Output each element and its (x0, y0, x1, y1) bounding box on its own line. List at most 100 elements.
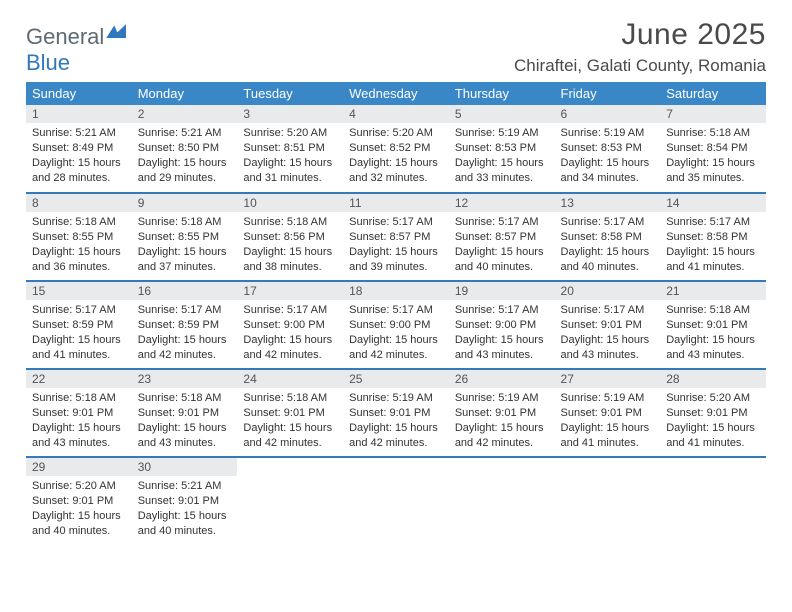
sunset-line: Sunset: 9:01 PM (32, 406, 126, 421)
weekday-header-row: SundayMondayTuesdayWednesdayThursdayFrid… (26, 82, 766, 105)
day-details: Sunrise: 5:17 AMSunset: 8:59 PMDaylight:… (26, 300, 132, 366)
weekday-header: Thursday (449, 82, 555, 105)
day-number: 13 (555, 194, 661, 212)
sunrise-line: Sunrise: 5:20 AM (666, 391, 760, 406)
day-details: Sunrise: 5:18 AMSunset: 9:01 PMDaylight:… (660, 300, 766, 366)
day-number: 15 (26, 282, 132, 300)
day-details: Sunrise: 5:21 AMSunset: 9:01 PMDaylight:… (132, 476, 238, 542)
sunset-line: Sunset: 8:59 PM (32, 318, 126, 333)
sunrise-line: Sunrise: 5:17 AM (32, 303, 126, 318)
sunset-line: Sunset: 9:01 PM (349, 406, 443, 421)
sunset-line: Sunset: 9:00 PM (243, 318, 337, 333)
daylight-line: Daylight: 15 hours and 35 minutes. (666, 156, 760, 186)
sunrise-line: Sunrise: 5:17 AM (561, 215, 655, 230)
day-number: 27 (555, 370, 661, 388)
day-number: 12 (449, 194, 555, 212)
sunrise-line: Sunrise: 5:19 AM (349, 391, 443, 406)
calendar-cell: 24Sunrise: 5:18 AMSunset: 9:01 PMDayligh… (237, 369, 343, 457)
daylight-line: Daylight: 15 hours and 34 minutes. (561, 156, 655, 186)
day-number: 19 (449, 282, 555, 300)
calendar-cell (555, 457, 661, 545)
calendar-cell: 12Sunrise: 5:17 AMSunset: 8:57 PMDayligh… (449, 193, 555, 281)
day-number: 23 (132, 370, 238, 388)
sunrise-line: Sunrise: 5:17 AM (561, 303, 655, 318)
calendar-cell: 2Sunrise: 5:21 AMSunset: 8:50 PMDaylight… (132, 105, 238, 193)
day-details: Sunrise: 5:17 AMSunset: 8:58 PMDaylight:… (660, 212, 766, 278)
day-number: 3 (237, 105, 343, 123)
day-details: Sunrise: 5:17 AMSunset: 9:00 PMDaylight:… (237, 300, 343, 366)
header: General Blue June 2025 Chiraftei, Galati… (26, 18, 766, 76)
day-details: Sunrise: 5:19 AMSunset: 8:53 PMDaylight:… (555, 123, 661, 189)
calendar-cell: 21Sunrise: 5:18 AMSunset: 9:01 PMDayligh… (660, 281, 766, 369)
daylight-line: Daylight: 15 hours and 33 minutes. (455, 156, 549, 186)
calendar-cell: 4Sunrise: 5:20 AMSunset: 8:52 PMDaylight… (343, 105, 449, 193)
sunset-line: Sunset: 8:58 PM (561, 230, 655, 245)
calendar-cell: 25Sunrise: 5:19 AMSunset: 9:01 PMDayligh… (343, 369, 449, 457)
day-details: Sunrise: 5:19 AMSunset: 9:01 PMDaylight:… (343, 388, 449, 454)
sunrise-line: Sunrise: 5:18 AM (666, 126, 760, 141)
daylight-line: Daylight: 15 hours and 40 minutes. (32, 509, 126, 539)
month-title: June 2025 (514, 18, 766, 52)
calendar-cell: 30Sunrise: 5:21 AMSunset: 9:01 PMDayligh… (132, 457, 238, 545)
day-details: Sunrise: 5:17 AMSunset: 9:00 PMDaylight:… (449, 300, 555, 366)
day-details: Sunrise: 5:20 AMSunset: 8:52 PMDaylight:… (343, 123, 449, 189)
day-details: Sunrise: 5:17 AMSunset: 8:58 PMDaylight:… (555, 212, 661, 278)
calendar-cell (660, 457, 766, 545)
sunrise-line: Sunrise: 5:20 AM (243, 126, 337, 141)
day-details: Sunrise: 5:18 AMSunset: 9:01 PMDaylight:… (132, 388, 238, 454)
title-block: June 2025 Chiraftei, Galati County, Roma… (514, 18, 766, 76)
calendar-cell: 1Sunrise: 5:21 AMSunset: 8:49 PMDaylight… (26, 105, 132, 193)
weekday-header: Tuesday (237, 82, 343, 105)
daylight-line: Daylight: 15 hours and 29 minutes. (138, 156, 232, 186)
sunrise-line: Sunrise: 5:17 AM (243, 303, 337, 318)
sunrise-line: Sunrise: 5:17 AM (138, 303, 232, 318)
calendar-cell: 16Sunrise: 5:17 AMSunset: 8:59 PMDayligh… (132, 281, 238, 369)
sunset-line: Sunset: 8:54 PM (666, 141, 760, 156)
daylight-line: Daylight: 15 hours and 42 minutes. (243, 333, 337, 363)
daylight-line: Daylight: 15 hours and 39 minutes. (349, 245, 443, 275)
calendar-cell: 26Sunrise: 5:19 AMSunset: 9:01 PMDayligh… (449, 369, 555, 457)
day-number: 28 (660, 370, 766, 388)
weekday-header: Monday (132, 82, 238, 105)
weekday-header: Wednesday (343, 82, 449, 105)
sunrise-line: Sunrise: 5:18 AM (243, 391, 337, 406)
daylight-line: Daylight: 15 hours and 28 minutes. (32, 156, 126, 186)
sunset-line: Sunset: 8:59 PM (138, 318, 232, 333)
calendar-table: SundayMondayTuesdayWednesdayThursdayFrid… (26, 82, 766, 545)
calendar-row: 22Sunrise: 5:18 AMSunset: 9:01 PMDayligh… (26, 369, 766, 457)
sunset-line: Sunset: 9:01 PM (561, 318, 655, 333)
location: Chiraftei, Galati County, Romania (514, 56, 766, 76)
daylight-line: Daylight: 15 hours and 41 minutes. (666, 421, 760, 451)
day-details: Sunrise: 5:18 AMSunset: 9:01 PMDaylight:… (26, 388, 132, 454)
sunset-line: Sunset: 9:01 PM (32, 494, 126, 509)
day-details: Sunrise: 5:19 AMSunset: 8:53 PMDaylight:… (449, 123, 555, 189)
day-number: 7 (660, 105, 766, 123)
day-number: 14 (660, 194, 766, 212)
daylight-line: Daylight: 15 hours and 43 minutes. (455, 333, 549, 363)
day-number: 1 (26, 105, 132, 123)
calendar-cell: 20Sunrise: 5:17 AMSunset: 9:01 PMDayligh… (555, 281, 661, 369)
calendar-row: 8Sunrise: 5:18 AMSunset: 8:55 PMDaylight… (26, 193, 766, 281)
calendar-row: 15Sunrise: 5:17 AMSunset: 8:59 PMDayligh… (26, 281, 766, 369)
sunset-line: Sunset: 9:01 PM (243, 406, 337, 421)
day-details: Sunrise: 5:18 AMSunset: 8:54 PMDaylight:… (660, 123, 766, 189)
daylight-line: Daylight: 15 hours and 40 minutes. (455, 245, 549, 275)
daylight-line: Daylight: 15 hours and 41 minutes. (561, 421, 655, 451)
sunset-line: Sunset: 9:01 PM (666, 318, 760, 333)
daylight-line: Daylight: 15 hours and 42 minutes. (243, 421, 337, 451)
sunrise-line: Sunrise: 5:18 AM (32, 215, 126, 230)
sunrise-line: Sunrise: 5:18 AM (243, 215, 337, 230)
day-details: Sunrise: 5:20 AMSunset: 9:01 PMDaylight:… (660, 388, 766, 454)
day-number: 6 (555, 105, 661, 123)
day-number: 30 (132, 458, 238, 476)
sunrise-line: Sunrise: 5:19 AM (561, 126, 655, 141)
sunset-line: Sunset: 8:57 PM (349, 230, 443, 245)
calendar-row: 1Sunrise: 5:21 AMSunset: 8:49 PMDaylight… (26, 105, 766, 193)
calendar-cell: 22Sunrise: 5:18 AMSunset: 9:01 PMDayligh… (26, 369, 132, 457)
sunrise-line: Sunrise: 5:18 AM (138, 215, 232, 230)
sunrise-line: Sunrise: 5:19 AM (561, 391, 655, 406)
day-details: Sunrise: 5:20 AMSunset: 9:01 PMDaylight:… (26, 476, 132, 542)
day-number: 16 (132, 282, 238, 300)
sunrise-line: Sunrise: 5:18 AM (32, 391, 126, 406)
calendar-cell: 18Sunrise: 5:17 AMSunset: 9:00 PMDayligh… (343, 281, 449, 369)
